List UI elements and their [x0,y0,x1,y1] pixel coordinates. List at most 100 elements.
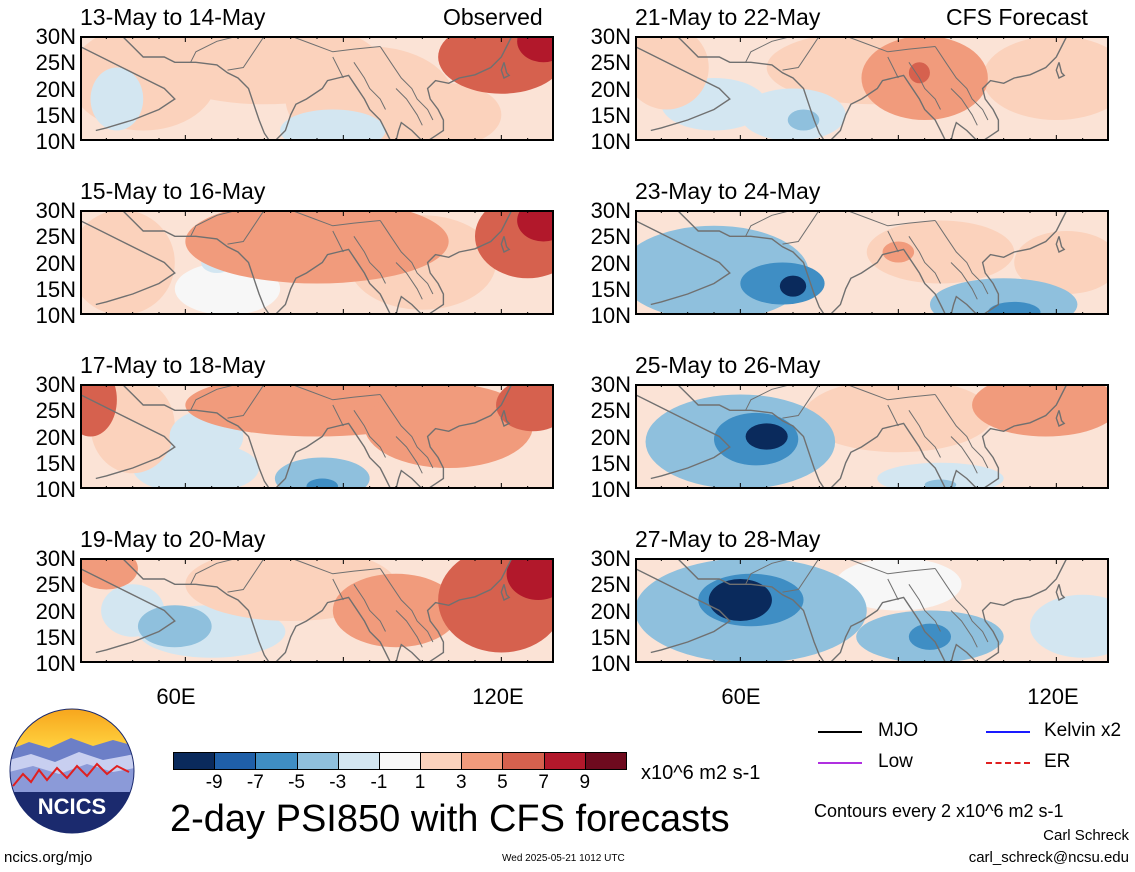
lat-tick-label: 10N [35,477,76,502]
forecast-label: CFS Forecast [946,4,1088,30]
colorbar-tick-label: 3 [455,772,467,793]
country-border [934,568,989,643]
country-border [332,230,344,253]
colorbar-tick-label: 5 [497,772,508,793]
colorbar-swatch [255,752,298,770]
lat-tick-label: 15N [35,276,76,302]
country-border [908,236,941,284]
country-border [887,578,899,601]
country-border [227,210,265,245]
panel-title: 27-May to 28-May [635,526,821,552]
coastline [500,584,511,601]
psi850-anomaly-region [635,36,709,110]
timestamp: Wed 2025-05-21 1012 UTC [502,853,625,864]
lat-tick-label: 10N [35,303,76,328]
lat-tick-label: 15N [35,624,76,650]
psi850-anomaly-region [1014,231,1109,294]
country-border [353,62,386,110]
psi850-anomaly-region [987,301,1041,315]
lat-tick-label: 20N [35,250,76,276]
psi850-anomaly-region [908,62,930,84]
country-border [379,46,434,121]
coastline [981,384,1068,489]
psi850-anomaly-region [882,241,915,263]
colorbar [173,752,627,770]
coastline [426,384,513,489]
lat-tick-label: 15N [590,102,631,128]
logo-text: NCICS [38,794,106,819]
legend-mjo-line [818,731,862,733]
coastline [1055,584,1066,601]
colorbar-swatch [337,752,380,770]
lat-tick-label: 25N [35,50,76,76]
lat-tick-label: 20N [590,250,631,276]
country-border [887,56,899,79]
observed-label: Observed [443,4,543,30]
lat-tick-label: 20N [35,76,76,102]
country-border [887,404,899,427]
legend-low-label: Low [878,751,913,772]
contour-note: Contours every 2 x10^6 m2 s-1 [814,801,1064,821]
psi850-anomaly-region [80,384,117,437]
coastline [426,36,513,141]
country-border [934,46,989,121]
author-email[interactable]: carl_schreck@ncsu.edu [968,849,1129,866]
panel-title: 23-May to 24-May [635,178,821,204]
psi850-anomaly-region [396,83,502,141]
colorbar-swatch [420,752,463,770]
coastline [395,121,423,141]
lat-tick-label: 30N [590,372,631,397]
country-border [395,436,423,474]
country-border [887,230,899,253]
lon-tick-120e-left: 120E [472,684,524,709]
country-border [745,384,794,411]
country-border [190,558,239,585]
lat-tick-label: 10N [35,651,76,676]
lat-tick-label: 30N [35,198,76,223]
country-border [395,610,423,648]
lat-tick-label: 30N [590,198,631,223]
coastline [121,384,271,489]
country-border [934,394,989,469]
psi850-anomaly-region [779,275,807,297]
legend-kelvin-label: Kelvin x2 [1044,720,1122,741]
coastline [635,219,731,306]
colorbar-swatch [461,752,504,770]
country-border [290,210,381,227]
psi850-anomaly-region [745,423,788,450]
psi850-anomaly-region [506,558,554,600]
coastline [1055,410,1066,427]
coastline [676,210,826,315]
lat-tick-label: 10N [35,129,76,154]
colorbar-swatch [173,752,216,770]
coastline [80,393,176,480]
coastline [121,558,271,663]
country-border [845,36,936,53]
lat-tick-label: 25N [590,50,631,76]
country-border [934,220,989,295]
colorbar-swatch [378,752,422,770]
coastline [500,236,511,253]
panel-title: 15-May to 16-May [80,178,266,204]
source-url[interactable]: ncics.org/mjo [4,849,93,866]
coastline [80,567,176,654]
coastline [1055,62,1066,79]
coastline [80,45,176,132]
ncics-logo: NCICS [9,708,135,834]
coastline [274,248,392,315]
chart-title: 2-day PSI850 with CFS forecasts [170,798,730,840]
panel-title: 17-May to 18-May [80,352,266,378]
legend-kelvin-line [986,731,1030,733]
country-border [782,384,820,419]
panel-title: 13-May to 14-May [80,4,266,30]
lat-tick-label: 30N [590,24,631,49]
coastline [500,62,511,79]
country-border [353,236,386,284]
coastline [676,558,826,663]
coastline [829,74,947,141]
country-border [379,568,434,643]
colorbar-tick-label: 9 [579,772,591,793]
colorbar-tick-label: -1 [370,772,388,793]
country-border [745,210,794,237]
coastline [426,210,513,315]
